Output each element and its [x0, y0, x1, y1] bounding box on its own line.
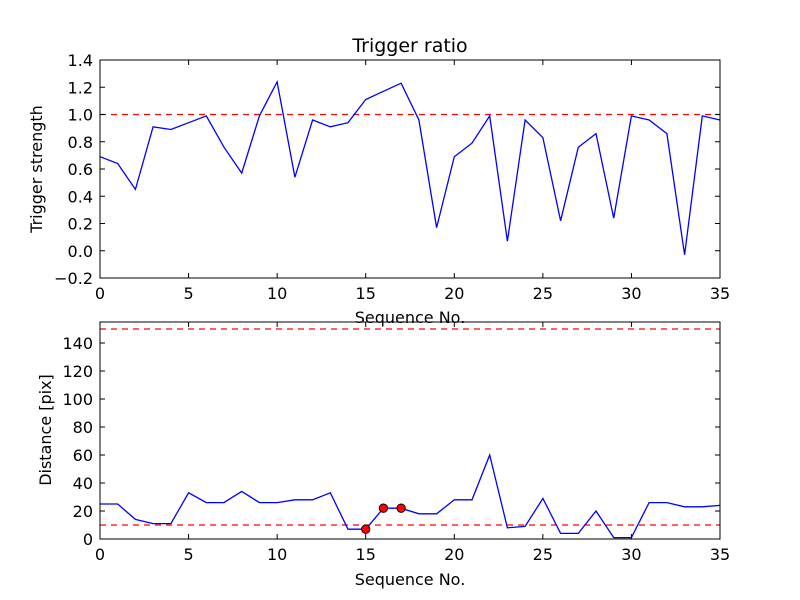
- y-tick-label: 20: [73, 502, 93, 521]
- data-marker: [361, 524, 371, 534]
- y-tick-label: 1.0: [68, 106, 93, 125]
- y-tick-label: 0.2: [68, 215, 93, 234]
- x-tick-label: 15: [356, 284, 376, 303]
- x-tick-label: 0: [95, 545, 105, 564]
- tick-marks: [99, 322, 721, 540]
- series-line: [100, 452, 721, 539]
- y-tick-label: 100: [62, 390, 93, 409]
- x-tick-label: 20: [444, 284, 464, 303]
- y-tick-label: 120: [62, 362, 93, 381]
- x-tick-label: 5: [183, 284, 193, 303]
- y-tick-labels: 0 20 40 60 80 100 120 140: [62, 334, 93, 549]
- y-tick-label: 0.8: [68, 133, 93, 152]
- x-tick-labels: 0 5 10 15 20 25 30 35: [95, 545, 730, 564]
- series-lines: [100, 452, 721, 539]
- series-lines: [99, 79, 721, 255]
- y-tick-label: 80: [73, 418, 93, 437]
- data-marker: [396, 503, 406, 513]
- x-tick-label: 30: [621, 545, 641, 564]
- y-tick-label: 0.0: [68, 242, 93, 261]
- y-tick-labels: −0.2 0.0 0.2 0.4 0.6 0.8 1.0 1.2 1.4: [54, 51, 93, 288]
- x-tick-label: 5: [183, 545, 193, 564]
- x-tick-label: 10: [267, 284, 287, 303]
- x-axis-label: Sequence No.: [355, 308, 466, 327]
- y-tick-label: 60: [73, 446, 93, 465]
- y-tick-label: 40: [73, 474, 93, 493]
- x-tick-label: 25: [533, 284, 553, 303]
- y-tick-label: 1.2: [68, 78, 93, 97]
- y-tick-label: 0.4: [68, 187, 93, 206]
- y-tick-label: 140: [62, 334, 93, 353]
- chart-title: Trigger ratio: [351, 35, 467, 57]
- x-tick-label: 20: [444, 545, 464, 564]
- x-axis-label: Sequence No.: [355, 570, 466, 589]
- x-tick-label: 30: [621, 284, 641, 303]
- y-tick-label: −0.2: [54, 269, 93, 288]
- x-tick-label: 15: [356, 545, 376, 564]
- distance-panel: 0 5 10 15 20 25 30 35 0 20 40 60 80 100 120 140 Sequen…: [36, 321, 730, 589]
- y-axis-label: Distance [pix]: [36, 374, 55, 486]
- tick-marks: [99, 59, 721, 279]
- y-axis-label: Trigger strength: [27, 105, 46, 234]
- x-tick-label: 10: [267, 545, 287, 564]
- data-marker: [378, 503, 389, 513]
- y-tick-label: 1.4: [68, 51, 93, 70]
- x-tick-label: 0: [95, 284, 105, 303]
- y-tick-label: 0.6: [68, 160, 93, 179]
- x-tick-label: 25: [533, 545, 553, 564]
- highlight-markers: [361, 503, 406, 534]
- x-tick-label: 35: [710, 545, 730, 564]
- threshold-lines: [100, 328, 720, 526]
- trigger-ratio-panel: 0 5 10 15 20 25 30 35 −0.2 0.0 0.2 0.4 0.6 0.8 1.0 1.2…: [27, 35, 730, 327]
- plot-frame: [99, 321, 721, 540]
- y-tick-label: 0: [83, 530, 93, 549]
- x-tick-labels: 0 5 10 15 20 25 30 35: [95, 284, 730, 303]
- x-tick-label: 35: [710, 284, 730, 303]
- series-line: [99, 79, 721, 255]
